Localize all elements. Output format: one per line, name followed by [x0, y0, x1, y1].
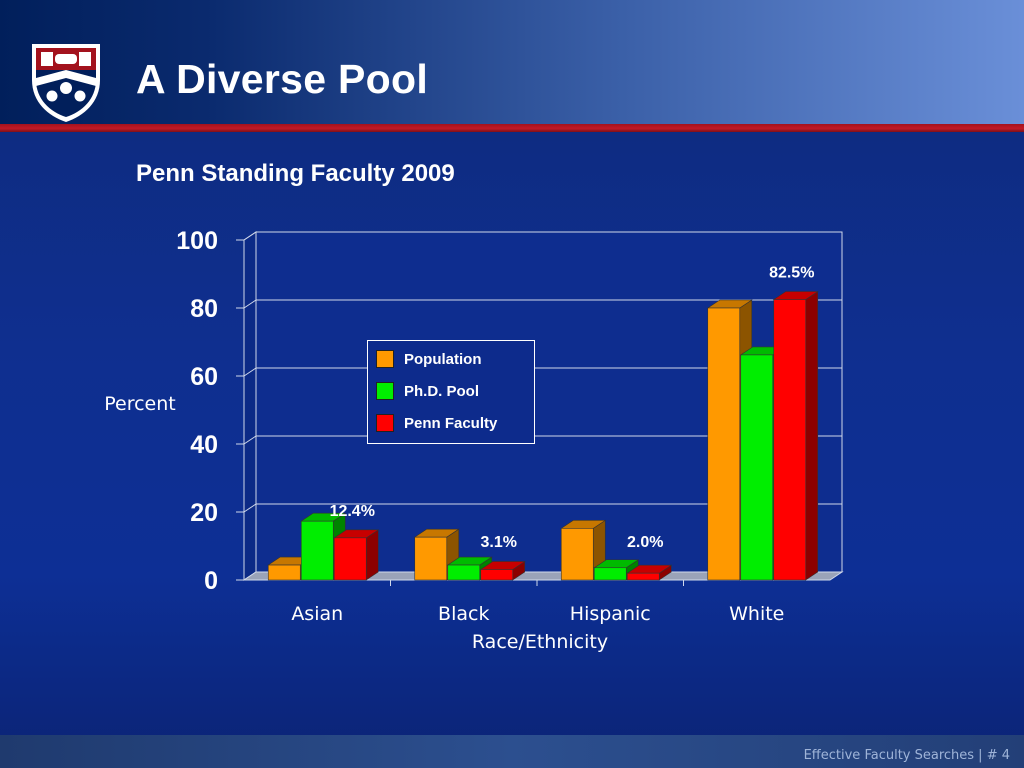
bar-black-population	[414, 536, 448, 581]
chart-side-wall	[243, 231, 257, 581]
bar-white-ph-d-pool	[740, 354, 774, 581]
slide-footer	[0, 735, 1024, 768]
gridline-40	[243, 435, 842, 445]
slide-header	[0, 0, 1024, 125]
legend-item-phd-pool: Ph.D. Pool	[376, 381, 479, 401]
slide-title: A Diverse Pool	[136, 56, 429, 102]
bar-white-population	[707, 307, 741, 581]
x-axis-label: Race/Ethnicity	[472, 631, 608, 653]
bar-hispanic-ph-d-pool	[593, 567, 627, 581]
x-category-label: Hispanic	[570, 603, 651, 625]
data-label: 3.1%	[481, 534, 517, 551]
x-category-label: Black	[438, 603, 489, 625]
gridline-60	[243, 367, 842, 377]
x-category-label: White	[729, 603, 784, 625]
slide-subtitle: Penn Standing Faculty 2009	[136, 160, 455, 187]
chart-legend: Population Ph.D. Pool Penn Faculty	[367, 340, 535, 444]
legend-swatch-population	[376, 350, 394, 368]
bar-black-penn-faculty	[480, 569, 514, 581]
y-tick-label: 100	[176, 227, 218, 255]
bar-white-penn-faculty	[773, 299, 807, 581]
legend-item-population: Population	[376, 349, 482, 369]
footer-text: Effective Faculty Searches | # 4	[803, 748, 1010, 763]
y-tick-label: 0	[204, 567, 218, 595]
x-category-label: Asian	[291, 603, 343, 625]
bar-side-asian-penn-faculty	[365, 529, 379, 581]
penn-shield-logo-icon	[32, 44, 100, 122]
legend-label-phd-pool: Ph.D. Pool	[404, 382, 479, 400]
y-tick-label: 80	[190, 295, 218, 323]
y-axis-label: Percent	[104, 393, 176, 415]
header-red-rule	[0, 124, 1024, 132]
legend-label-penn-faculty: Penn Faculty	[404, 414, 498, 432]
bar-black-ph-d-pool	[447, 564, 481, 581]
legend-item-penn-faculty: Penn Faculty	[376, 413, 497, 433]
y-tick-label: 60	[190, 363, 218, 391]
data-label: 82.5%	[769, 265, 814, 282]
gridline-20	[243, 503, 842, 513]
gridline-80	[243, 299, 842, 309]
bar-asian-ph-d-pool	[300, 520, 334, 581]
y-tick-label: 40	[190, 431, 218, 459]
legend-swatch-penn-faculty	[376, 414, 394, 432]
bar-asian-population	[267, 564, 301, 581]
data-label: 12.4%	[330, 503, 375, 520]
bar-hispanic-penn-faculty	[626, 572, 660, 581]
legend-label-population: Population	[404, 350, 482, 368]
legend-swatch-phd-pool	[376, 382, 394, 400]
y-tick-label: 20	[190, 499, 218, 527]
bar-asian-penn-faculty	[333, 537, 367, 581]
gridline-100	[243, 231, 842, 241]
bar-side-white-penn-faculty	[805, 290, 819, 581]
bar-hispanic-population	[560, 528, 594, 581]
data-label: 2.0%	[627, 534, 663, 551]
